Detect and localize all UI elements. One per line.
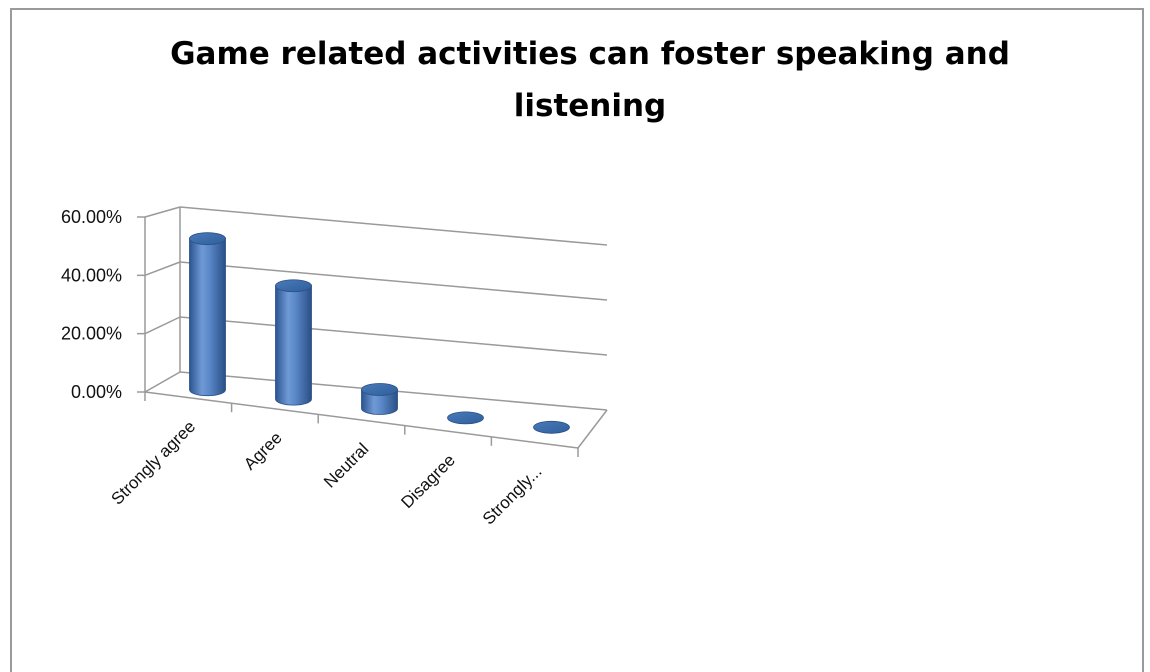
bar-top: [189, 232, 226, 246]
x-tick-label: Agree: [240, 428, 286, 474]
y-tick-label: 0.00%: [71, 382, 122, 402]
x-tick-label: Neutral: [320, 439, 372, 491]
floor-right-edge: [577, 409, 608, 449]
y-tick-label: 60.00%: [61, 207, 122, 227]
y-tick-label: 20.00%: [61, 324, 122, 344]
bar-top: [533, 420, 570, 434]
sidewall-gridline: [144, 371, 181, 393]
bar-body: [189, 238, 226, 397]
y-tick-label: 40.00%: [61, 265, 122, 285]
gridline: [179, 206, 608, 246]
category-axis: [144, 391, 579, 449]
bar-body: [361, 389, 398, 415]
chart-title: Game related activities can foster speak…: [170, 36, 1010, 124]
gridline: [179, 261, 608, 301]
bar: [275, 279, 312, 406]
x-tick-label: Strongly...: [479, 462, 546, 529]
sidewall-gridline: [144, 206, 181, 218]
bar: [447, 411, 484, 425]
bar-top: [361, 383, 398, 396]
bar: [189, 232, 226, 397]
gridline: [179, 316, 608, 356]
sidewall-gridline: [144, 261, 181, 277]
bar-top: [447, 411, 484, 425]
bar-body: [275, 285, 312, 406]
x-tick-label: Strongly agree: [108, 417, 200, 509]
sidewall-gridline: [144, 316, 181, 335]
bar: [361, 383, 398, 415]
bar-top: [275, 279, 312, 293]
x-tick-label: Disagree: [397, 451, 459, 513]
bar: [533, 420, 570, 434]
